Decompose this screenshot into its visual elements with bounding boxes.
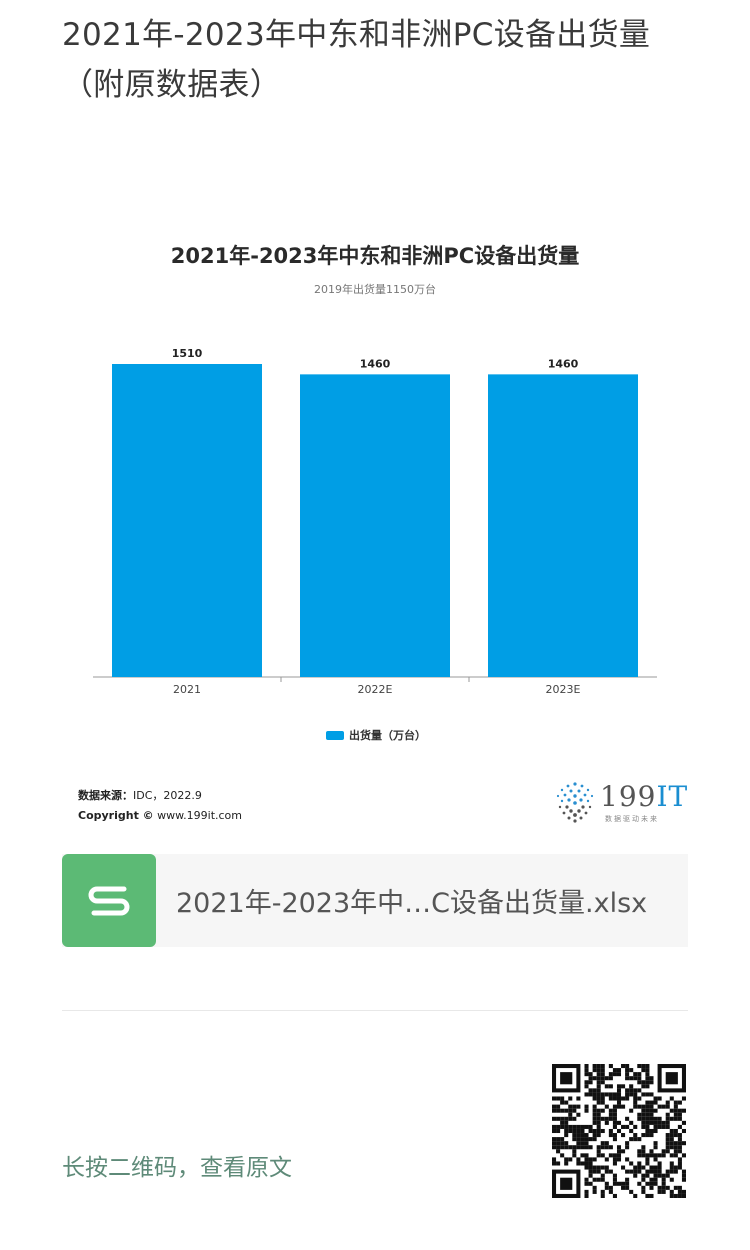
chart-image: 2021年-2023年中东和非洲PC设备出货量 2019年出货量1150万台 1… xyxy=(58,222,692,834)
brand-tagline: 数据驱动未来 xyxy=(605,815,659,823)
copyright-value: www.199it.com xyxy=(157,809,243,822)
brand-mark-icon xyxy=(556,782,594,823)
brand-name: 199IT xyxy=(600,780,688,813)
chart-legend: 出货量（万台） xyxy=(326,727,426,743)
brand-name-letters: IT xyxy=(656,780,689,813)
divider xyxy=(62,1010,688,1011)
source-label: 数据来源： xyxy=(78,789,133,802)
brand-name-digits: 199 xyxy=(600,780,657,813)
data-label-2021: 1510 xyxy=(172,347,203,360)
spreadsheet-s-icon xyxy=(62,854,156,947)
article-title-line2: （附原数据表） xyxy=(62,67,282,103)
x-tick-label-2021: 2021 xyxy=(173,683,201,696)
article-title: 2021年-2023年中东和非洲PC设备出货量 （附原数据表） xyxy=(62,10,702,110)
x-tick-label-2022E: 2022E xyxy=(358,683,393,696)
qr-code-icon[interactable] xyxy=(552,1064,686,1198)
copyright-label: Copyright © xyxy=(78,809,154,822)
legend-label: 出货量（万台） xyxy=(349,729,426,742)
brand-logo: 199IT 数据驱动未来 xyxy=(553,778,687,828)
x-tick-label-2023E: 2023E xyxy=(546,683,581,696)
attachment-card[interactable]: 2021年-2023年中…C设备出货量.xlsx xyxy=(62,854,688,947)
attachment-file-name[interactable]: 2021年-2023年中…C设备出货量.xlsx xyxy=(176,888,648,919)
data-label-2023E: 1460 xyxy=(548,357,579,370)
source-block: 数据来源：IDC，2022.9 Copyright © www.199it.co… xyxy=(78,786,242,826)
qr-caption: 长按二维码，查看原文 xyxy=(62,1155,292,1181)
legend-swatch xyxy=(326,730,344,740)
bar-chart: 1510 2021 1460 2022E 1460 2023E xyxy=(93,347,657,696)
data-label-2022E: 1460 xyxy=(360,357,391,370)
chart-title: 2021年-2023年中东和非洲PC设备出货量 xyxy=(170,244,580,268)
bar-2021 xyxy=(112,364,262,677)
source-value: IDC，2022.9 xyxy=(133,789,202,802)
bar-2022E xyxy=(300,374,450,677)
bar-2023E xyxy=(488,374,638,677)
article-title-line1: 2021年-2023年中东和非洲PC设备出货量 xyxy=(62,17,651,53)
chart-subtitle: 2019年出货量1150万台 xyxy=(314,283,436,296)
